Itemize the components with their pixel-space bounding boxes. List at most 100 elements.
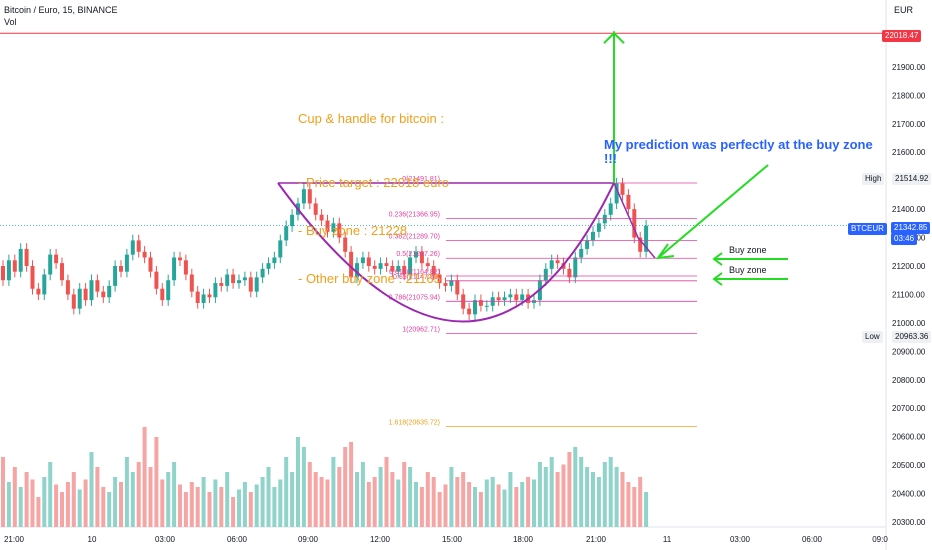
candle-body bbox=[42, 274, 47, 295]
volume-bar bbox=[260, 477, 265, 527]
candle-body bbox=[172, 257, 177, 281]
volume-bar bbox=[408, 467, 413, 527]
candle-body bbox=[437, 274, 442, 284]
candle-body bbox=[455, 280, 460, 295]
candle-body bbox=[95, 280, 100, 292]
volume-bar bbox=[290, 472, 295, 527]
symbol-title[interactable]: Bitcoin / Euro, 15, BINANCE bbox=[4, 5, 118, 15]
candle-body bbox=[231, 274, 236, 284]
volume-bar bbox=[154, 437, 159, 527]
volume-bar bbox=[83, 479, 88, 527]
candle-body bbox=[301, 189, 306, 204]
note-line-target: - Price target : 22018 euro bbox=[298, 175, 450, 190]
volume-bar bbox=[331, 457, 336, 527]
candle-body bbox=[543, 268, 548, 281]
candle-body bbox=[36, 288, 41, 295]
volume-bar bbox=[225, 472, 230, 527]
price-tick-label: 20400.00 bbox=[892, 490, 926, 499]
volume-bar bbox=[189, 482, 194, 527]
candle-body bbox=[313, 203, 318, 215]
volume-bar bbox=[248, 492, 253, 527]
fib-level-label: 0.5(21227.26) bbox=[396, 251, 440, 258]
volume-bar bbox=[484, 479, 489, 527]
volume-bar bbox=[443, 484, 448, 527]
fib-level-label: 0.786(21075.94) bbox=[389, 294, 440, 301]
candle-body bbox=[71, 294, 76, 309]
volume-bar bbox=[508, 472, 513, 527]
symbol-tag: BTCEUR bbox=[848, 223, 887, 235]
volume-bar bbox=[537, 462, 542, 527]
volume-bar bbox=[337, 467, 342, 527]
fib-level-label: 0.65(21147.89) bbox=[393, 274, 440, 281]
candle-body bbox=[65, 280, 70, 295]
volume-bar bbox=[585, 467, 590, 527]
time-tick-label: 06:00 bbox=[802, 535, 823, 544]
candle-body bbox=[343, 237, 348, 252]
volume-bar bbox=[455, 477, 460, 527]
volume-bar bbox=[402, 462, 407, 527]
note-title: Cup & handle for bitcoin : bbox=[298, 111, 444, 126]
candle-body bbox=[467, 308, 472, 315]
candle-body bbox=[213, 283, 218, 298]
volume-bar bbox=[54, 484, 59, 527]
fib-level-label: 0.236(21366.95) bbox=[389, 212, 440, 219]
volume-label: Vol bbox=[4, 17, 17, 27]
price-tick-label: 20900.00 bbox=[892, 347, 926, 356]
volume-bar bbox=[1, 457, 5, 527]
volume-bar bbox=[561, 464, 566, 527]
volume-bar bbox=[42, 477, 47, 527]
candle-body bbox=[24, 248, 29, 266]
candle-body bbox=[579, 248, 584, 258]
volume-bar bbox=[638, 477, 643, 527]
volume-bar bbox=[425, 472, 430, 527]
target-arrowhead bbox=[603, 31, 625, 44]
candle-body bbox=[290, 214, 295, 227]
volume-bar bbox=[60, 492, 64, 527]
candle-body bbox=[632, 209, 637, 238]
volume-bar bbox=[437, 492, 442, 527]
time-tick-label: 03:00 bbox=[730, 535, 751, 544]
volume-bar bbox=[384, 457, 389, 527]
candle-body bbox=[502, 297, 507, 301]
time-tick-label: 12:00 bbox=[370, 535, 391, 544]
handle-line bbox=[613, 182, 656, 259]
cup-handle-note: Cup & handle for bitcoin : - Price targe… bbox=[298, 79, 449, 303]
volume-bar bbox=[520, 482, 525, 527]
fib-level-label: 1.618(20635.72) bbox=[389, 420, 440, 427]
candle-body bbox=[514, 294, 519, 301]
candle-body bbox=[555, 260, 560, 264]
price-tick-label: 21100.00 bbox=[892, 290, 925, 299]
volume-bar bbox=[18, 487, 23, 527]
volume-bar bbox=[591, 472, 595, 527]
volume-bar bbox=[89, 452, 94, 527]
price-tick-label: 20500.00 bbox=[892, 461, 926, 470]
volume-bar bbox=[378, 467, 383, 527]
fib-level-label: 1(20962.71) bbox=[402, 326, 440, 333]
volume-bar bbox=[166, 472, 171, 527]
candle-body bbox=[567, 268, 572, 278]
price-tick-label: 20300.00 bbox=[892, 518, 926, 527]
chart-legend: Bitcoin / Euro, 15, BINANCE Vol bbox=[4, 4, 118, 28]
volume-bar bbox=[514, 487, 519, 527]
volume-bar bbox=[6, 482, 11, 527]
volume-bar bbox=[343, 447, 348, 527]
volume-bar bbox=[307, 462, 312, 527]
volume-bar bbox=[319, 477, 324, 527]
candle-body bbox=[591, 231, 595, 241]
candle-body bbox=[473, 300, 477, 315]
candle-body bbox=[319, 214, 324, 221]
volume-bar bbox=[231, 497, 236, 527]
volume-bar bbox=[213, 479, 218, 527]
candle-body bbox=[390, 266, 395, 272]
candle-body bbox=[160, 288, 165, 301]
candle-body bbox=[284, 226, 289, 241]
volume-bar bbox=[325, 479, 330, 527]
volume-bar bbox=[172, 462, 177, 527]
volume-bar bbox=[201, 477, 206, 527]
note-line-other-buy-zone: - Other buy zone : 21165 bbox=[298, 271, 441, 286]
candle-body bbox=[207, 294, 212, 298]
candle-body bbox=[425, 263, 430, 266]
candle-body bbox=[396, 266, 401, 272]
volume-bar bbox=[160, 479, 165, 527]
